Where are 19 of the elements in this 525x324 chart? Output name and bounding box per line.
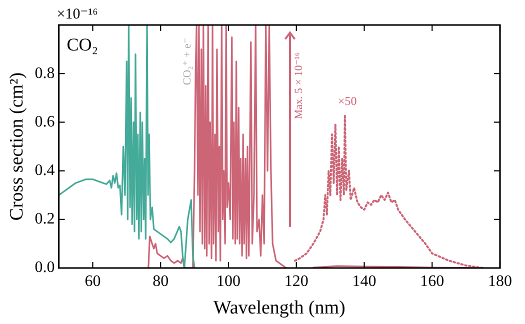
annotation: CO₂⁺ + e⁻	[182, 38, 194, 86]
x-tick-label: 80	[152, 272, 169, 290]
x-tick-label: 60	[84, 272, 101, 290]
x-axis-title: Wavelength (nm)	[213, 298, 346, 319]
x-tick-label: 140	[352, 272, 376, 290]
x-tick-label: 100	[216, 272, 240, 290]
annotation: Max. 5 × 10⁻¹⁶	[293, 52, 306, 120]
y-tick-label: 0.4	[34, 162, 55, 180]
annotation: CO₂	[66, 34, 98, 55]
y-tick-label: 0.6	[34, 113, 55, 130]
y-tick-label: 0.0	[34, 259, 55, 276]
y-axis-title: Cross section (cm²)	[6, 72, 28, 221]
x-tick-label: 180	[488, 272, 512, 290]
y-tick-label: 0.8	[34, 64, 55, 82]
y-tick-label: 0.2	[34, 210, 55, 228]
text: ×10⁻¹⁶	[56, 6, 98, 22]
x-tick-label: 160	[420, 272, 444, 290]
x-tick-label: 120	[284, 272, 308, 290]
annotation: ×50	[338, 94, 357, 108]
